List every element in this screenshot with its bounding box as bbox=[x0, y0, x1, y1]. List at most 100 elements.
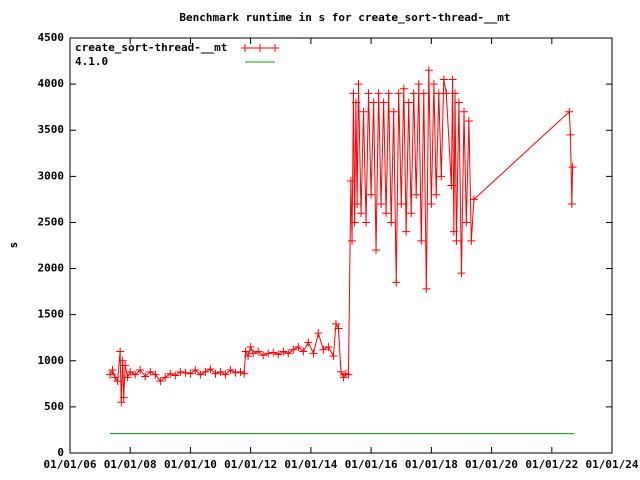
point-marker bbox=[448, 75, 457, 84]
point-marker bbox=[452, 236, 461, 245]
point-marker bbox=[319, 345, 328, 354]
point-marker bbox=[176, 367, 185, 376]
x-tick-label: 01/01/22 bbox=[525, 458, 578, 471]
point-marker bbox=[264, 349, 273, 358]
point-marker bbox=[354, 80, 363, 89]
point-marker bbox=[422, 284, 431, 293]
point-marker bbox=[113, 377, 122, 386]
x-tick-label: 01/01/10 bbox=[164, 458, 217, 471]
point-marker bbox=[462, 218, 471, 227]
point-marker bbox=[349, 89, 358, 98]
point-marker bbox=[236, 367, 245, 376]
point-marker bbox=[156, 377, 165, 386]
y-tick-label: 2000 bbox=[38, 262, 65, 275]
point-marker bbox=[447, 181, 456, 190]
point-marker bbox=[226, 366, 235, 374]
point-marker bbox=[362, 218, 371, 227]
point-marker bbox=[344, 370, 353, 379]
point-marker bbox=[417, 236, 426, 245]
x-tick-label: 01/01/14 bbox=[284, 458, 337, 471]
point-marker bbox=[402, 227, 411, 236]
point-marker bbox=[244, 352, 253, 361]
point-marker bbox=[566, 130, 575, 139]
point-marker bbox=[279, 347, 288, 356]
point-marker bbox=[439, 75, 448, 84]
point-marker bbox=[379, 98, 388, 107]
point-marker bbox=[116, 347, 125, 356]
point-marker bbox=[348, 236, 357, 245]
point-marker bbox=[387, 218, 396, 227]
point-marker bbox=[434, 89, 443, 98]
y-tick-label: 1500 bbox=[38, 308, 65, 321]
point-marker bbox=[221, 370, 230, 379]
x-tick-label: 01/01/18 bbox=[405, 458, 458, 471]
point-marker bbox=[565, 107, 574, 116]
point-marker bbox=[314, 329, 323, 338]
point-marker bbox=[166, 369, 175, 378]
point-marker bbox=[389, 107, 398, 116]
point-marker bbox=[241, 347, 250, 356]
legend-marker bbox=[241, 44, 279, 52]
point-marker bbox=[249, 349, 258, 358]
point-marker bbox=[211, 369, 220, 378]
point-marker bbox=[419, 89, 428, 98]
point-marker bbox=[394, 89, 403, 98]
point-marker bbox=[289, 345, 298, 354]
point-marker bbox=[121, 361, 130, 370]
point-marker bbox=[141, 372, 150, 381]
point-marker bbox=[414, 80, 423, 89]
point-marker bbox=[369, 98, 378, 107]
point-marker bbox=[299, 347, 308, 356]
y-tick-label: 500 bbox=[44, 400, 64, 413]
point-marker bbox=[117, 398, 126, 407]
point-marker bbox=[374, 89, 383, 98]
point-marker bbox=[359, 107, 368, 116]
y-tick-label: 1000 bbox=[38, 354, 65, 367]
point-marker bbox=[412, 190, 421, 199]
x-tick-label: 01/01/16 bbox=[345, 458, 398, 471]
point-marker bbox=[324, 342, 333, 351]
point-marker bbox=[409, 89, 418, 98]
point-marker bbox=[309, 349, 318, 358]
point-marker bbox=[464, 117, 473, 125]
x-tick-label: 01/01/24 bbox=[586, 458, 639, 471]
point-marker bbox=[469, 195, 478, 204]
x-tick-label: 01/01/20 bbox=[465, 458, 518, 471]
point-marker bbox=[123, 373, 132, 382]
point-marker bbox=[240, 369, 249, 378]
point-marker bbox=[467, 236, 476, 245]
point-marker bbox=[353, 200, 362, 208]
point-marker bbox=[201, 367, 210, 376]
point-marker bbox=[105, 370, 114, 379]
legend-label: create_sort-thread-__mt bbox=[75, 41, 227, 54]
point-marker bbox=[357, 209, 366, 218]
y-tick-label: 2500 bbox=[38, 215, 65, 228]
point-marker bbox=[399, 84, 408, 93]
point-marker bbox=[206, 365, 215, 374]
y-tick-label: 0 bbox=[57, 446, 64, 459]
point-marker bbox=[397, 200, 406, 208]
point-marker bbox=[196, 370, 205, 379]
point-marker bbox=[337, 367, 345, 376]
point-marker bbox=[451, 89, 460, 98]
point-marker bbox=[457, 269, 466, 278]
point-marker bbox=[427, 200, 436, 208]
y-tick-label: 3500 bbox=[38, 123, 65, 136]
point-marker bbox=[432, 190, 441, 199]
x-tick-label: 01/01/08 bbox=[104, 458, 157, 471]
point-marker bbox=[136, 366, 145, 374]
y-tick-label: 4000 bbox=[38, 77, 65, 90]
point-marker bbox=[429, 80, 438, 89]
point-marker bbox=[269, 348, 278, 357]
point-marker bbox=[181, 368, 190, 377]
point-marker bbox=[246, 342, 255, 351]
point-marker bbox=[449, 227, 458, 236]
point-marker bbox=[126, 367, 135, 376]
point-marker bbox=[384, 89, 393, 98]
x-tick-label: 01/01/06 bbox=[44, 458, 97, 471]
point-marker bbox=[407, 209, 416, 218]
point-marker bbox=[404, 98, 413, 107]
point-marker bbox=[231, 368, 240, 377]
